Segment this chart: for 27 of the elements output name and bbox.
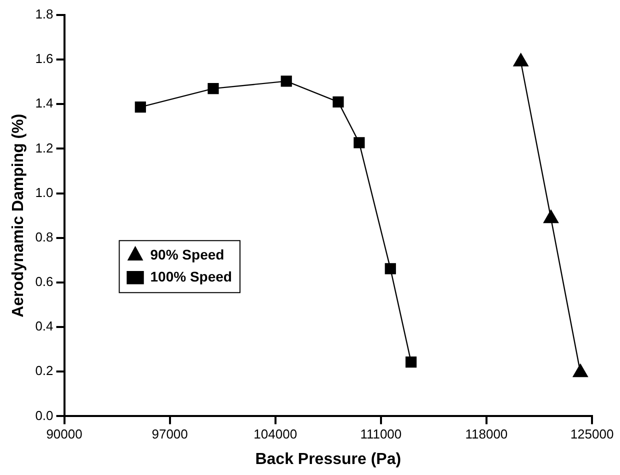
- x-tick-label: 118000: [465, 426, 508, 442]
- x-tick-label: 90000: [46, 426, 82, 442]
- y-tick-label: 1.8: [35, 6, 54, 22]
- legend-label: 90% Speed: [150, 246, 224, 262]
- point: [134, 102, 146, 113]
- point: [332, 96, 344, 108]
- y-tick-label: 0.4: [35, 318, 54, 334]
- y-tick-label: 1.2: [35, 140, 54, 156]
- y-tick-label: 0.6: [35, 274, 54, 290]
- y-tick-label: 0.0: [35, 408, 54, 423]
- point: [354, 137, 365, 148]
- x-tick-label: 111000: [360, 426, 402, 442]
- legend-label: 100% Speed: [150, 268, 232, 284]
- x-tick-label: 104000: [254, 426, 298, 442]
- y-tick-label: 1.6: [35, 51, 54, 66]
- y-axis-title: Aerodynamic Damping (%): [10, 114, 28, 318]
- y-tick-label: 0.8: [35, 229, 54, 244]
- x-tick-label: 97000: [152, 426, 188, 442]
- y-tick-label: 0.2: [35, 363, 54, 378]
- y-tick-label: 1.4: [35, 96, 54, 111]
- point: [384, 263, 396, 274]
- y-tick-label: 1.0: [35, 184, 54, 200]
- point: [208, 83, 219, 94]
- point: [280, 76, 292, 87]
- x-axis-title: Back Pressure (Pa): [255, 450, 402, 468]
- point: [406, 356, 417, 368]
- x-tick-label: 125000: [570, 426, 614, 442]
